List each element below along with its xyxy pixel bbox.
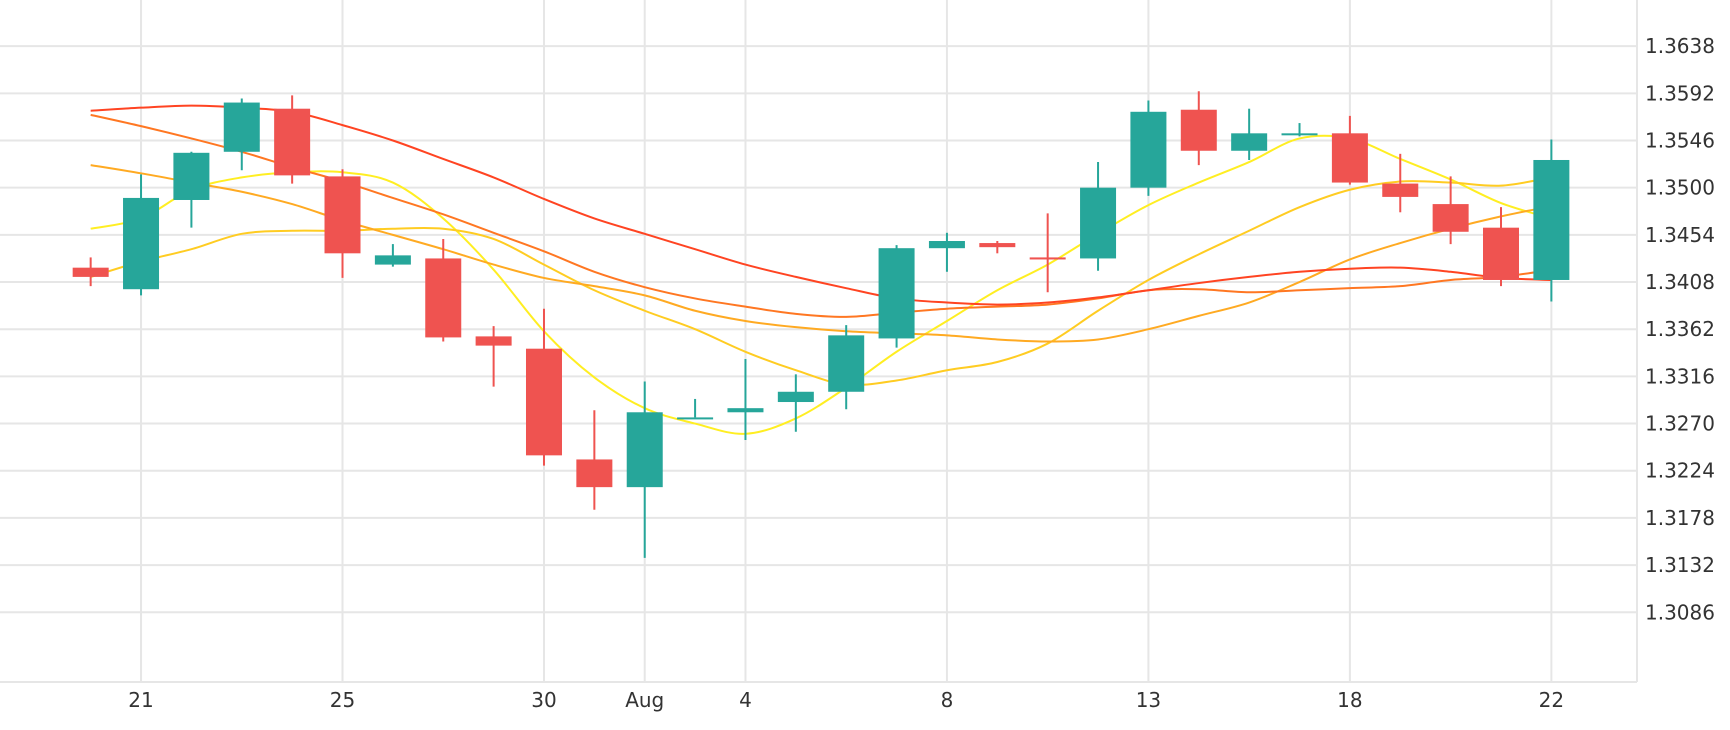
candle-body	[1080, 187, 1117, 259]
candle-down	[1331, 115, 1368, 185]
candle-body	[928, 241, 965, 249]
candle-up	[123, 174, 160, 296]
candle-body	[1029, 257, 1066, 260]
candle-up	[828, 325, 865, 410]
y-axis-labels: 1.3086 1.3132 1.3178 1.3224 1.3270 1.3316 1.33…	[1645, 34, 1715, 624]
candle-body	[123, 197, 160, 290]
candle-body	[223, 102, 260, 152]
candle-body	[274, 108, 311, 176]
x-tick-label: 18	[1337, 688, 1362, 712]
y-tick-label: 1.3454	[1645, 223, 1715, 247]
candle-body	[425, 258, 462, 338]
candle-down	[425, 238, 462, 342]
candle-body	[1533, 159, 1570, 280]
x-tick-label: 8	[941, 688, 954, 712]
candle-up	[777, 374, 814, 432]
candle-up	[374, 244, 411, 267]
x-tick-label: Aug	[625, 688, 664, 712]
candle-body	[1382, 183, 1419, 197]
candle-up	[677, 398, 714, 420]
candle-down	[72, 257, 109, 287]
candle-down	[274, 95, 311, 184]
candle-up	[878, 245, 915, 348]
candle-down	[475, 326, 512, 387]
candle-body	[878, 248, 915, 339]
x-tick-label: 22	[1539, 688, 1564, 712]
candle-body	[173, 152, 210, 200]
candle-body	[1180, 109, 1217, 151]
y-tick-label: 1.3316	[1645, 364, 1715, 388]
candle-up	[173, 151, 210, 228]
candle-up	[1130, 100, 1167, 196]
candle-up	[1533, 139, 1570, 302]
candle-body	[677, 417, 714, 420]
y-tick-label: 1.3132	[1645, 553, 1715, 577]
candle-down	[1382, 153, 1419, 213]
candle-down	[1180, 91, 1217, 166]
candle-body	[626, 412, 663, 488]
x-tick-label: 25	[330, 688, 355, 712]
candle-up	[626, 381, 663, 558]
candle-down	[1029, 213, 1066, 293]
candle-body	[1231, 133, 1268, 151]
y-tick-label: 1.3500	[1645, 176, 1715, 200]
y-tick-label: 1.3546	[1645, 129, 1715, 153]
y-tick-label: 1.3270	[1645, 412, 1715, 436]
candle-body	[475, 336, 512, 346]
candle-body	[1130, 111, 1167, 188]
candle-body	[525, 348, 562, 456]
candle-body	[72, 267, 109, 277]
candle-up	[223, 98, 260, 171]
candle-down	[576, 410, 613, 510]
moving-average-line-1	[90, 134, 1552, 435]
candle-up	[727, 358, 764, 440]
candle-body	[1483, 227, 1520, 280]
x-tick-label: 4	[739, 688, 752, 712]
candle-body	[1331, 133, 1368, 183]
y-tick-label: 1.3224	[1645, 459, 1715, 483]
y-tick-label: 1.3086	[1645, 600, 1715, 624]
candle-up	[1281, 123, 1318, 137]
candle-down	[979, 241, 1016, 254]
candles-layer	[72, 91, 1570, 558]
y-tick-label: 1.3638	[1645, 34, 1715, 58]
candle-up	[928, 232, 965, 272]
candle-body	[576, 459, 613, 488]
candle-down	[1432, 176, 1469, 245]
y-tick-label: 1.3362	[1645, 317, 1715, 341]
x-tick-label: 21	[128, 688, 153, 712]
x-tick-label: 13	[1136, 688, 1161, 712]
candle-down	[525, 308, 562, 466]
x-tick-label: 30	[531, 688, 556, 712]
y-tick-label: 1.3178	[1645, 506, 1715, 530]
candle-body	[324, 176, 361, 254]
moving-average-line-5	[90, 104, 1552, 306]
candle-up	[1231, 108, 1268, 160]
grid-layer	[0, 0, 1638, 683]
candle-body	[979, 243, 1016, 248]
x-axis-labels: 21 25 30 Aug 4 8 13 18 22	[128, 688, 1564, 712]
candle-body	[1432, 204, 1469, 232]
y-tick-label: 1.3592	[1645, 81, 1715, 105]
candle-down	[1483, 207, 1520, 287]
y-tick-label: 1.3408	[1645, 270, 1715, 294]
candle-up	[1080, 162, 1117, 271]
candle-down	[324, 169, 361, 278]
candle-body	[727, 408, 764, 413]
candle-body	[828, 335, 865, 392]
candle-body	[1281, 133, 1318, 136]
candle-body	[777, 391, 814, 403]
candle-body	[374, 255, 411, 265]
